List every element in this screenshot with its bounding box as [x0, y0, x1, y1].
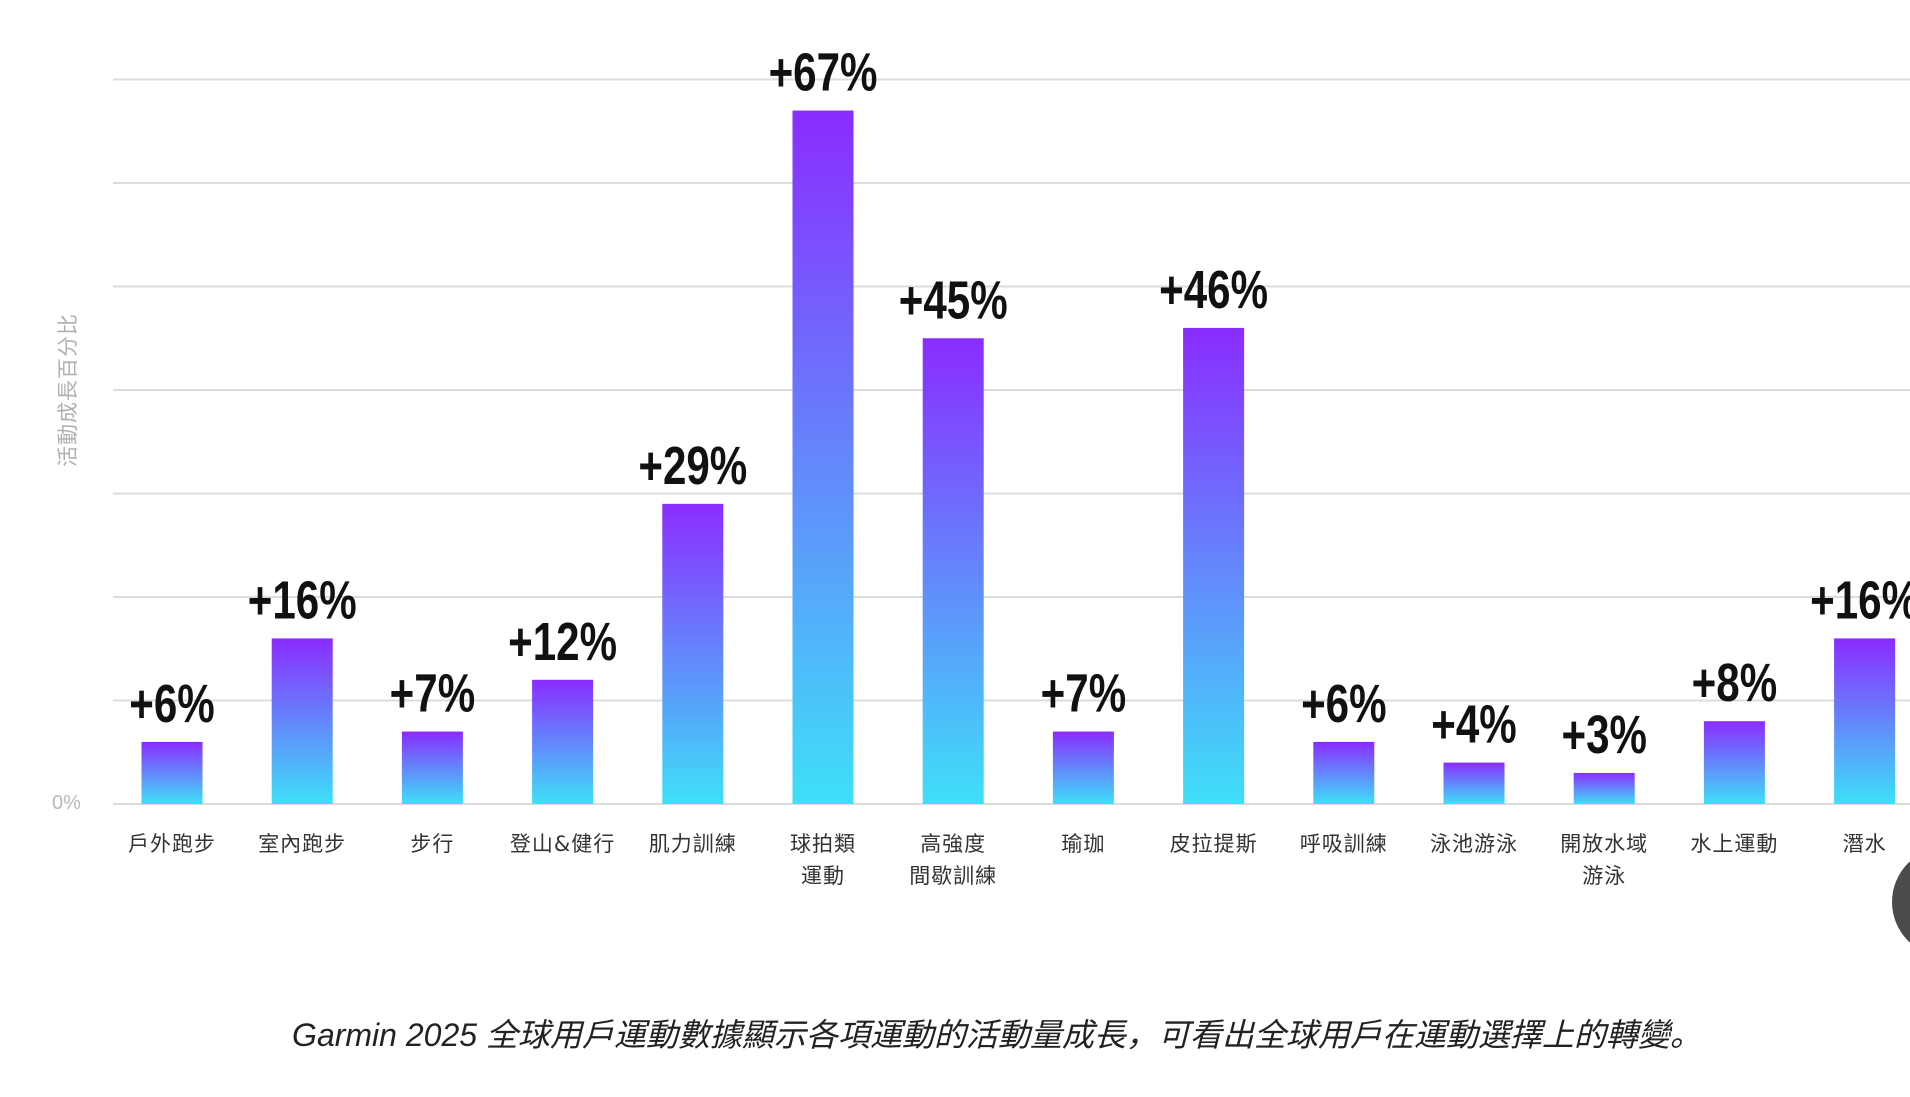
data-label: +6% [129, 674, 214, 734]
x-tick-label: 瑜珈 [1061, 832, 1105, 856]
x-tick-label: 運動 [801, 864, 845, 888]
data-label: +6% [1301, 674, 1386, 734]
data-label: +29% [638, 436, 747, 496]
x-tick-label: 步行 [410, 832, 454, 856]
x-tick-label: 潛水 [1843, 832, 1887, 856]
y-axis-label: 活動成長百分比 [57, 313, 80, 467]
x-tick-label: 皮拉提斯 [1170, 832, 1258, 856]
data-label: +67% [769, 43, 878, 103]
x-tick-label: 登山&健行 [510, 832, 615, 856]
data-label: +12% [508, 612, 617, 672]
data-label: +7% [1041, 664, 1126, 724]
x-tick-label: 球拍類 [790, 832, 856, 856]
x-tick-label: 泳池游泳 [1430, 832, 1518, 856]
x-tick-label: 水上運動 [1690, 832, 1778, 856]
data-label: +3% [1561, 705, 1646, 765]
bar [1052, 731, 1114, 804]
data-label: +45% [899, 270, 1008, 330]
data-label: +8% [1692, 653, 1777, 713]
bar [1573, 772, 1635, 804]
x-tick-label: 肌力訓練 [649, 832, 737, 856]
x-tick-label: 室內跑步 [258, 832, 346, 856]
bar-chart: +6% 戶外跑步 +16% 室內跑步 +7% 步行 +12% 登山&健行 +29% 肌力訓練 +67… [113, 43, 1910, 888]
bar [1183, 327, 1245, 804]
bar [1313, 741, 1375, 804]
x-tick-label: 游泳 [1582, 864, 1626, 888]
x-tick-label: 戶外跑步 [128, 832, 216, 856]
bar [1703, 721, 1765, 804]
caption: Garmin 2025 全球用戶運動數據顯示各項運動的活動量成長，可看出全球用戶… [292, 1017, 1702, 1053]
bar [532, 679, 594, 804]
x-tick-label: 高強度 [920, 832, 986, 856]
bar [792, 110, 854, 805]
data-label: +16% [248, 570, 357, 630]
bar [401, 731, 463, 804]
x-tick-label: 呼吸訓練 [1300, 832, 1388, 856]
y-tick-label: 0% [52, 792, 81, 814]
x-tick-label: 開放水域 [1560, 832, 1648, 856]
data-label: +7% [390, 664, 475, 724]
bar [662, 503, 724, 804]
bar [271, 638, 333, 804]
data-label: +46% [1159, 260, 1268, 320]
x-tick-label: 間歇訓練 [909, 864, 997, 888]
bar [922, 338, 984, 804]
data-label: +16% [1810, 570, 1910, 630]
bar [141, 741, 203, 804]
bar [1834, 638, 1896, 804]
bar [1443, 762, 1505, 804]
data-label: +4% [1431, 695, 1516, 755]
